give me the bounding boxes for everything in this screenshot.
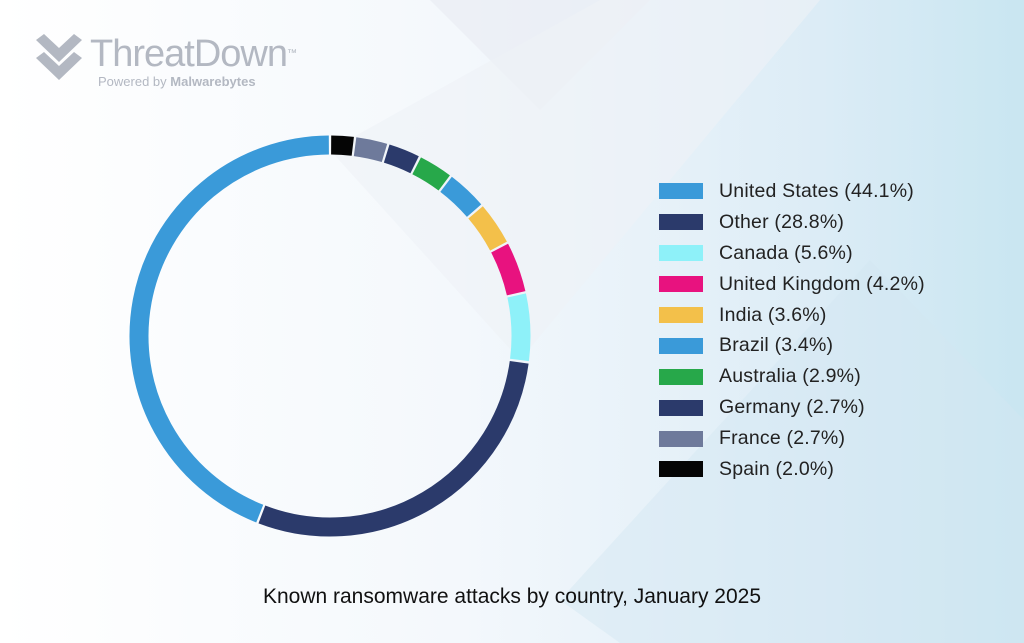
- slice-india: [468, 206, 507, 251]
- chart-legend: United States (44.1%) Other (28.8%) Canada…: [659, 176, 925, 485]
- brand-name: ThreatDown™: [90, 33, 297, 75]
- slice-germany: [383, 144, 419, 174]
- legend-label: Brazil (3.4%): [719, 334, 834, 357]
- powered-by: Powered by Malwarebytes: [98, 74, 256, 89]
- legend-swatch: [659, 214, 703, 231]
- legend-label: Germany (2.7%): [719, 396, 865, 419]
- legend-swatch: [659, 399, 703, 416]
- parent-brand: Malwarebytes: [170, 74, 256, 89]
- legend-swatch: [659, 245, 703, 262]
- chart-caption: Known ransomware attacks by country, Jan…: [262, 585, 762, 608]
- slice-australia: [412, 157, 450, 191]
- legend-label: United States (44.1%): [719, 179, 914, 202]
- legend-label: India (3.6%): [719, 303, 827, 326]
- legend-swatch: [659, 183, 703, 200]
- slice-united-states: [129, 135, 329, 523]
- legend-label: Other (28.8%): [719, 210, 845, 233]
- trademark-symbol: ™: [286, 48, 297, 59]
- legend-item-india: India (3.6%): [659, 300, 925, 331]
- legend-label: Australia (2.9%): [719, 365, 861, 388]
- legend-item-france: France (2.7%): [659, 423, 925, 454]
- legend-swatch: [659, 461, 703, 478]
- chevron-stack-icon: [36, 34, 82, 80]
- slice-brazil: [440, 176, 482, 218]
- legend-item-spain: Spain (2.0%): [659, 454, 925, 485]
- legend-item-united-states: United States (44.1%): [659, 176, 925, 207]
- slice-spain: [330, 135, 354, 156]
- legend-swatch: [659, 337, 703, 354]
- brand-logo: ThreatDown™ Powered by Malwarebytes: [36, 34, 297, 89]
- legend-label: Spain (2.0%): [719, 457, 835, 480]
- legend-item-australia: Australia (2.9%): [659, 361, 925, 392]
- legend-label: United Kingdom (4.2%): [719, 272, 925, 295]
- legend-item-brazil: Brazil (3.4%): [659, 330, 925, 361]
- legend-item-other: Other (28.8%): [659, 207, 925, 238]
- legend-swatch: [659, 276, 703, 293]
- legend-item-canada: Canada (5.6%): [659, 238, 925, 269]
- legend-item-united-kingdom: United Kingdom (4.2%): [659, 269, 925, 300]
- slice-france: [353, 137, 388, 163]
- legend-item-germany: Germany (2.7%): [659, 392, 925, 423]
- legend-swatch: [659, 368, 703, 385]
- slice-united-kingdom: [491, 243, 526, 296]
- slice-canada: [507, 293, 531, 362]
- donut-chart: [129, 135, 531, 537]
- legend-label: Canada (5.6%): [719, 241, 853, 264]
- legend-swatch: [659, 307, 703, 323]
- slice-other: [258, 360, 529, 537]
- legend-label: France (2.7%): [719, 427, 846, 450]
- legend-swatch: [659, 430, 703, 447]
